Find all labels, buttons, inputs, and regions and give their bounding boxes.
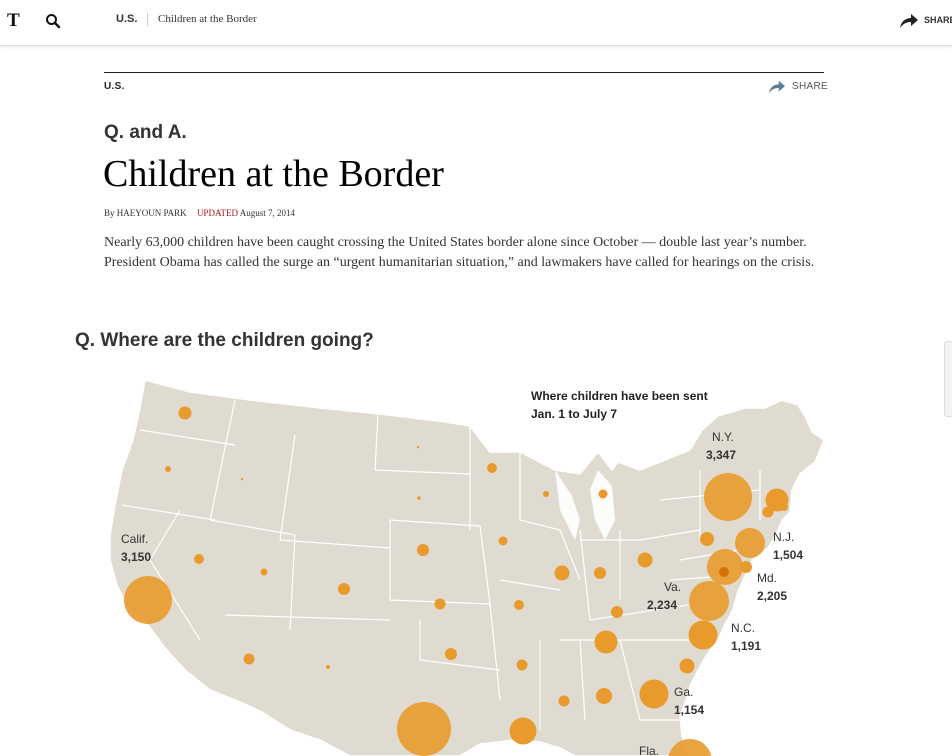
nav-divider [147, 13, 148, 26]
bubble-co[interactable] [338, 583, 350, 595]
map-title-line1: Where children have been sent [531, 389, 708, 403]
bubble-ar[interactable] [516, 659, 528, 671]
top-nav-bar: T U.S. Children at the Border SHARE [0, 0, 952, 46]
bubble-dc[interactable] [719, 567, 729, 577]
label-value-ca: 3,150 [121, 550, 151, 564]
nav-article-title: Children at the Border [158, 13, 257, 25]
side-panel-tab[interactable] [944, 341, 952, 417]
bubble-ne[interactable] [417, 544, 429, 556]
label-state-ga: Ga. [674, 685, 693, 699]
label-value-ny: 3,347 [706, 448, 736, 462]
byline-author: By HAEYOUN PARK [104, 208, 187, 218]
updated-date: August 7, 2014 [239, 208, 295, 218]
headline: Children at the Border [103, 153, 444, 195]
bubble-de[interactable] [740, 561, 752, 573]
byline: By HAEYOUN PARK UPDATED August 7, 2014 [104, 208, 295, 218]
label-state-nj: N.J. [773, 530, 794, 544]
share-button[interactable]: SHARE [792, 81, 828, 92]
header-rule [104, 72, 824, 73]
bubble-mn[interactable] [487, 463, 497, 473]
bubble-sd[interactable] [417, 496, 421, 500]
us-land [109, 379, 825, 756]
state-borders [121, 399, 761, 730]
bubble-ms[interactable] [558, 695, 570, 707]
bubbles [124, 406, 789, 756]
share-arrow-icon[interactable] [766, 79, 788, 95]
bubble-tx[interactable] [397, 702, 451, 756]
bubble-ky[interactable] [611, 606, 623, 618]
label-state-md: Md. [757, 571, 777, 585]
qa-label: Q. and A. [104, 122, 187, 143]
map-labels: Where children have been sent Jan. 1 to … [121, 389, 803, 756]
bubble-nv[interactable] [194, 554, 204, 564]
bubble-in[interactable] [594, 567, 606, 579]
section-question: Q. Where are the children going? [75, 330, 374, 351]
search-icon[interactable] [45, 13, 61, 29]
nyt-logo[interactable]: T [7, 10, 20, 31]
intro-paragraph: Nearly 63,000 children have been caught … [104, 235, 815, 270]
label-state-fl: Fla. [639, 744, 659, 756]
bubble-ca[interactable] [124, 576, 172, 624]
label-value-ga: 1,154 [674, 703, 704, 717]
label-value-nc: 1,191 [731, 639, 761, 653]
bubble-wi[interactable] [543, 491, 549, 497]
bubble-ks[interactable] [434, 598, 446, 610]
map-title-line2: Jan. 1 to July 7 [531, 407, 617, 421]
bubble-tn[interactable] [594, 630, 618, 654]
bubble-ny[interactable] [704, 473, 752, 521]
label-value-nj: 1,504 [773, 548, 803, 562]
bubble-mo[interactable] [514, 600, 524, 610]
bubble-nd[interactable] [416, 445, 420, 449]
bubble-md[interactable] [707, 549, 743, 585]
bubble-wa[interactable] [178, 406, 192, 420]
section-kicker[interactable]: U.S. [104, 81, 125, 92]
bubble-il[interactable] [554, 565, 570, 581]
label-state-va: Va. [664, 580, 681, 594]
updated-label: UPDATED [196, 208, 238, 218]
bubble-fl[interactable] [668, 739, 712, 756]
bubble-nm[interactable] [326, 665, 330, 669]
bubble-sc[interactable] [679, 658, 695, 674]
bubble-or[interactable] [165, 466, 171, 472]
bubble-id[interactable] [240, 477, 244, 481]
bubble-ga[interactable] [639, 679, 669, 709]
bubble-nc[interactable] [688, 620, 718, 650]
bubble-va[interactable] [689, 581, 729, 621]
bubble-pa[interactable] [700, 532, 714, 546]
bubble-la[interactable] [509, 717, 537, 745]
label-state-ca: Calif. [121, 532, 148, 546]
nav-section-link[interactable]: U.S. [116, 13, 138, 25]
bubble-ok[interactable] [445, 648, 457, 660]
label-value-md: 2,205 [757, 589, 787, 603]
bubble-ct[interactable] [780, 503, 788, 511]
bubble-ut[interactable] [260, 568, 268, 576]
bubble-oh[interactable] [637, 552, 653, 568]
bubble-nj[interactable] [735, 528, 765, 558]
label-state-ny: N.Y. [712, 430, 734, 444]
bubble-az[interactable] [243, 653, 255, 665]
share-arrow-icon[interactable] [898, 12, 920, 30]
top-share-button[interactable]: SHARE [924, 15, 952, 25]
bubble-al[interactable] [596, 688, 612, 704]
label-state-nc: N.C. [731, 621, 755, 635]
bubble-mi[interactable] [598, 489, 608, 499]
label-value-va: 2,234 [647, 598, 677, 612]
bubble-ia[interactable] [498, 536, 508, 546]
bubble-ri[interactable] [762, 506, 774, 518]
